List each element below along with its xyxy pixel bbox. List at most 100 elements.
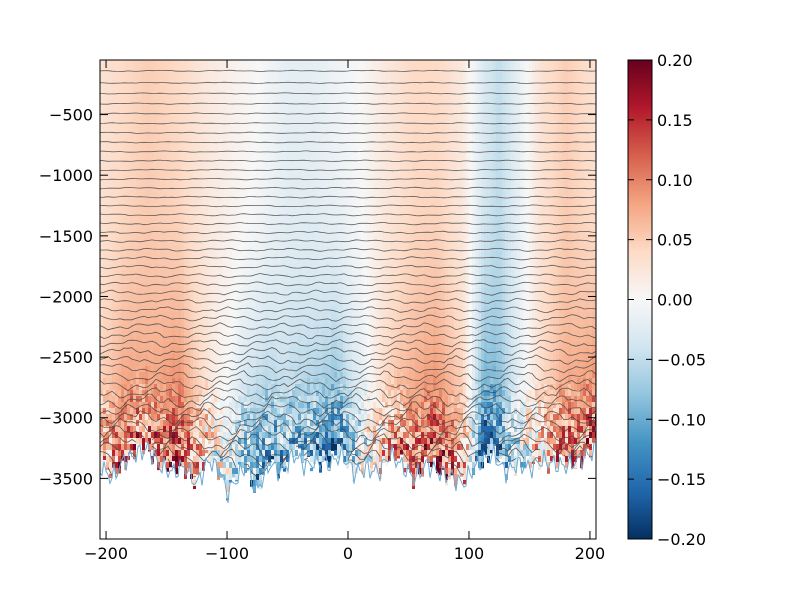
heatmap-cell	[103, 264, 106, 270]
heatmap-cell	[160, 396, 163, 402]
heatmap-cell	[286, 342, 289, 348]
heatmap-cell	[103, 228, 106, 234]
heatmap-cell	[214, 258, 217, 264]
heatmap-cell	[289, 96, 292, 102]
heatmap-cell	[169, 192, 172, 198]
heatmap-cell	[274, 84, 277, 90]
heatmap-cell	[166, 378, 169, 384]
heatmap-cell	[226, 234, 229, 240]
heatmap-cell	[124, 168, 127, 174]
heatmap-cell	[286, 432, 289, 438]
heatmap-cell	[220, 426, 223, 432]
heatmap-cell	[172, 222, 175, 228]
heatmap-cell	[223, 126, 226, 132]
heatmap-cell	[109, 324, 112, 330]
heatmap-cell	[115, 306, 118, 312]
heatmap-cell	[265, 390, 268, 396]
heatmap-cell	[301, 324, 304, 330]
heatmap-cell	[130, 414, 133, 420]
heatmap-cell	[127, 372, 130, 378]
heatmap-cell	[181, 456, 184, 462]
heatmap-cell	[133, 84, 136, 90]
heatmap-cell	[259, 216, 262, 222]
heatmap-cell	[163, 414, 166, 420]
heatmap-cell	[142, 444, 145, 450]
heatmap-cell	[214, 390, 217, 396]
heatmap-cell	[280, 336, 283, 342]
heatmap-cell	[292, 228, 295, 234]
heatmap-cell	[142, 252, 145, 258]
heatmap-cell	[265, 420, 268, 426]
heatmap-cell	[175, 282, 178, 288]
heatmap-cell	[175, 174, 178, 180]
heatmap-cell	[316, 324, 319, 330]
heatmap-cell	[232, 126, 235, 132]
heatmap-cell	[124, 282, 127, 288]
heatmap-cell	[217, 66, 220, 72]
heatmap-cell	[223, 468, 226, 474]
heatmap-cell	[244, 396, 247, 402]
heatmap-cell	[202, 372, 205, 378]
heatmap-cell	[229, 108, 232, 114]
heatmap-cell	[202, 132, 205, 138]
heatmap-cell	[304, 276, 307, 282]
heatmap-cell	[169, 222, 172, 228]
heatmap-cell	[127, 84, 130, 90]
heatmap-cell	[190, 426, 193, 432]
heatmap-cell	[220, 312, 223, 318]
heatmap-cell	[277, 420, 280, 426]
heatmap-cell	[280, 450, 283, 456]
heatmap-cell	[154, 108, 157, 114]
heatmap-cell	[244, 366, 247, 372]
heatmap-cell	[226, 180, 229, 186]
heatmap-cell	[106, 144, 109, 150]
heatmap-cell	[274, 456, 277, 462]
heatmap-cell	[217, 450, 220, 456]
heatmap-cell	[112, 456, 115, 462]
heatmap-cell	[139, 174, 142, 180]
heatmap-cell	[139, 180, 142, 186]
heatmap-cell	[265, 276, 268, 282]
heatmap-cell	[115, 228, 118, 234]
heatmap-cell	[109, 408, 112, 414]
heatmap-cell	[295, 144, 298, 150]
heatmap-cell	[142, 84, 145, 90]
heatmap-cell	[175, 198, 178, 204]
heatmap-cell	[172, 108, 175, 114]
heatmap-cell	[154, 438, 157, 444]
heatmap-cell	[301, 102, 304, 108]
heatmap-cell	[313, 84, 316, 90]
heatmap-cell	[121, 150, 124, 156]
heatmap-cell	[178, 252, 181, 258]
heatmap-cell	[250, 426, 253, 432]
heatmap-cell	[130, 390, 133, 396]
heatmap-cell	[142, 420, 145, 426]
heatmap-cell	[169, 156, 172, 162]
heatmap-cell	[238, 450, 241, 456]
heatmap-cell	[184, 282, 187, 288]
heatmap-cell	[286, 330, 289, 336]
heatmap-cell	[253, 378, 256, 384]
heatmap-cell	[184, 162, 187, 168]
heatmap-cell	[208, 240, 211, 246]
heatmap-cell	[253, 348, 256, 354]
heatmap-cell	[160, 300, 163, 306]
heatmap-cell	[208, 270, 211, 276]
heatmap-cell	[100, 432, 103, 438]
heatmap-cell	[103, 162, 106, 168]
heatmap-cell	[178, 414, 181, 420]
heatmap-cell	[313, 162, 316, 168]
heatmap-cell	[157, 252, 160, 258]
heatmap-cell	[112, 438, 115, 444]
heatmap-cell	[175, 306, 178, 312]
heatmap-cell	[130, 210, 133, 216]
heatmap-cell	[274, 228, 277, 234]
heatmap-cell	[268, 360, 271, 366]
heatmap-cell	[292, 162, 295, 168]
heatmap-cell	[211, 396, 214, 402]
heatmap-cell	[148, 72, 151, 78]
heatmap-cell	[130, 306, 133, 312]
heatmap-cell	[298, 222, 301, 228]
heatmap-cell	[166, 102, 169, 108]
heatmap-cell	[205, 336, 208, 342]
